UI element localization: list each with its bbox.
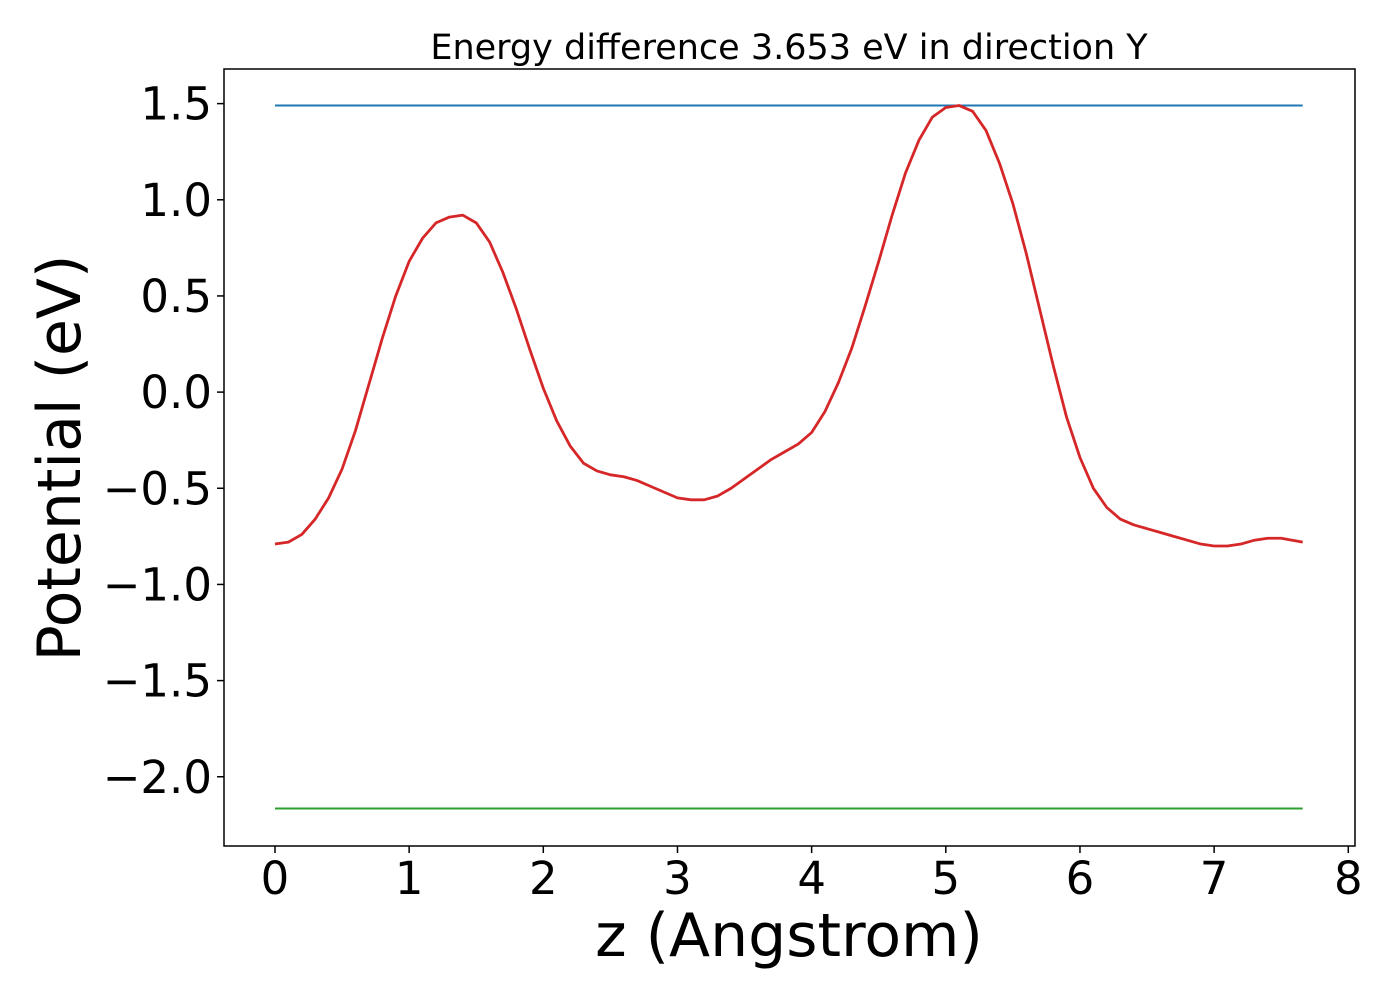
y-axis-label: Potential (eV) (25, 255, 95, 662)
y-tick-label: 0.5 (140, 270, 212, 323)
x-tick-label: 6 (1066, 852, 1095, 905)
x-tick-label: 4 (797, 852, 826, 905)
chart-title: Energy difference 3.653 eV in direction … (430, 28, 1148, 68)
x-tick-label: 2 (529, 852, 558, 905)
x-tick-label: 7 (1200, 852, 1229, 905)
y-tick-label: −1.5 (103, 655, 212, 708)
y-tick-label: 1.0 (140, 174, 212, 227)
y-tick-label: −2.0 (103, 751, 212, 804)
x-tick-label: 0 (261, 852, 290, 905)
plot-frame (223, 68, 1356, 847)
x-tick-label: 1 (395, 852, 424, 905)
y-tick-label: 1.5 (140, 78, 212, 131)
y-tick-label: −0.5 (103, 462, 212, 515)
series-line-3 (274, 104, 1303, 548)
plot-area (224, 69, 1355, 846)
y-axis: 1.5 1.0 0.5 0.0 −0.5 −1.0 −1.5 −2.0 (103, 78, 224, 804)
x-axis-label: z (Angstrom) (595, 901, 983, 971)
y-tick-label: −1.0 (103, 558, 212, 611)
y-tick-label: 0.0 (140, 366, 212, 419)
x-tick-label: 5 (931, 852, 960, 905)
series-layer (274, 104, 1303, 810)
x-tick-label: 8 (1334, 852, 1363, 905)
x-axis: 0 1 2 3 4 5 6 7 8 (261, 846, 1363, 905)
x-tick-label: 3 (663, 852, 692, 905)
